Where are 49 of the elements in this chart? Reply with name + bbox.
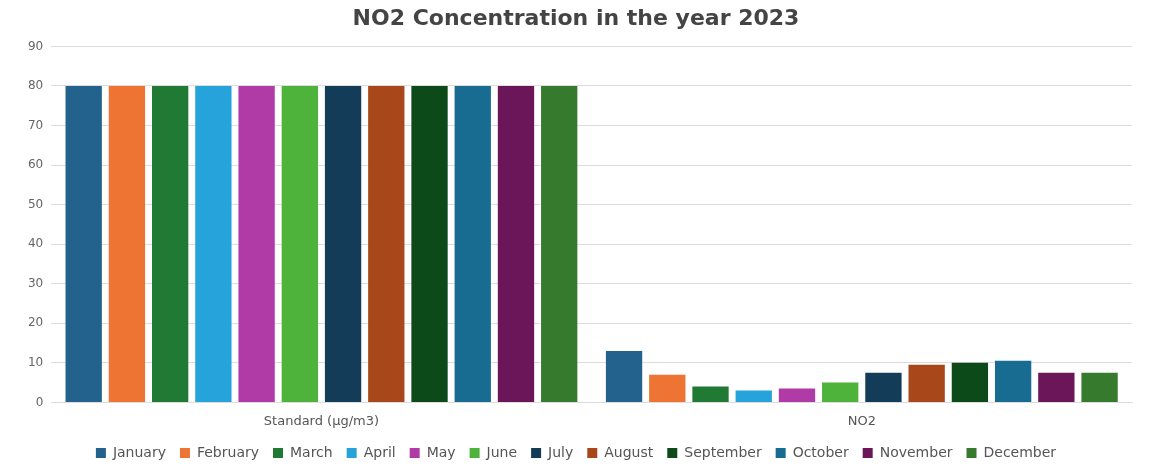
y-tick-label: 0: [35, 394, 44, 409]
x-tick-label: NO2: [847, 412, 876, 428]
bar: [822, 382, 859, 402]
bar: [541, 85, 578, 402]
bar: [65, 85, 102, 402]
legend-label: May: [426, 443, 456, 460]
bar: [1081, 372, 1118, 402]
y-tick-label: 20: [27, 315, 44, 330]
bar: [238, 85, 275, 402]
bar: [324, 85, 362, 402]
bar: [1038, 372, 1075, 402]
bar: [865, 372, 902, 402]
y-tick-label: 50: [27, 196, 44, 211]
bar: [908, 364, 945, 402]
bar: [454, 85, 491, 402]
legend-label: October: [792, 443, 849, 460]
bar: [108, 85, 146, 402]
bar: [411, 85, 448, 402]
legend-label: January: [111, 443, 166, 460]
y-tick-label: 60: [27, 157, 44, 172]
legend-label: November: [879, 443, 953, 460]
legend-label: March: [290, 443, 333, 460]
x-tick-label: Standard (µg/m3): [263, 412, 380, 428]
bar: [994, 360, 1032, 402]
bar: [195, 85, 232, 402]
bar: [151, 85, 189, 402]
legend-label: July: [547, 443, 574, 460]
bar: [735, 390, 772, 402]
bar: [281, 85, 318, 402]
chart-title: NO2 Concentration in the year 2023: [352, 4, 800, 30]
legend-label: September: [684, 443, 762, 460]
bar: [368, 85, 405, 402]
y-tick-label: 40: [27, 236, 44, 251]
legend-label: February: [196, 443, 260, 460]
bar: [778, 388, 816, 402]
bar: [951, 362, 989, 402]
y-tick-label: 90: [27, 38, 44, 53]
y-tick-label: 30: [27, 275, 44, 290]
y-tick-label: 80: [27, 78, 44, 93]
legend-label: June: [485, 443, 518, 460]
y-tick-label: 70: [27, 117, 44, 132]
legend-label: December: [983, 443, 1057, 460]
bar: [605, 350, 643, 402]
bar: [497, 85, 535, 402]
legend-label: April: [363, 443, 396, 460]
y-tick-label: 10: [27, 354, 44, 369]
bar: [649, 374, 686, 402]
bar: [692, 386, 729, 402]
legend-label: August: [604, 443, 654, 460]
